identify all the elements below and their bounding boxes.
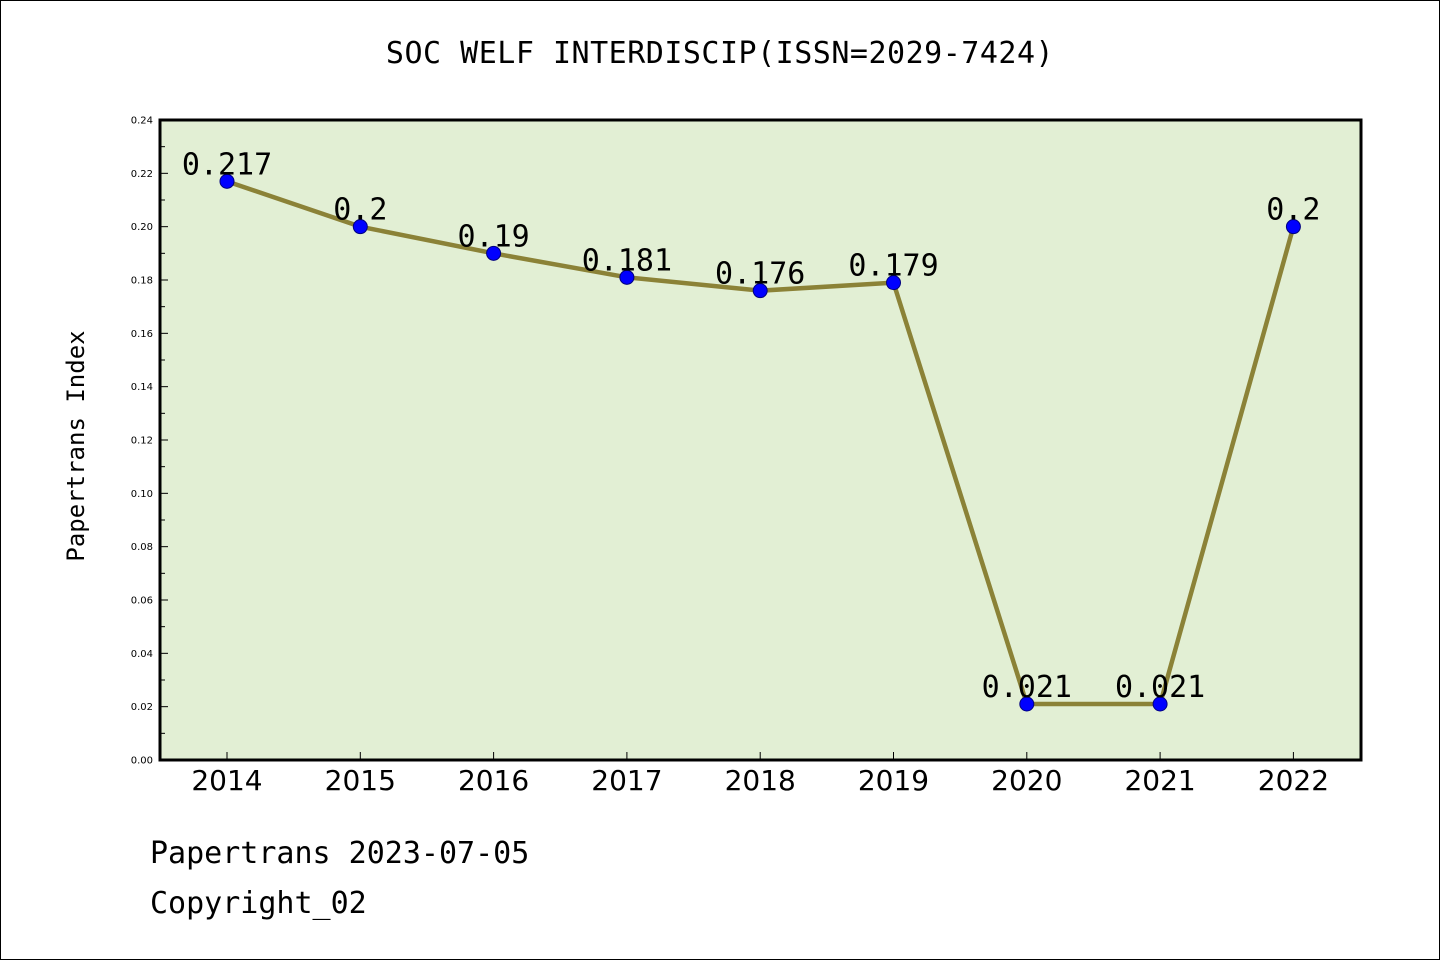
data-label: 0.217 <box>182 147 272 182</box>
x-tick-label: 2020 <box>991 764 1062 797</box>
data-label: 0.2 <box>1266 193 1320 228</box>
data-label: 0.176 <box>715 257 805 292</box>
data-point <box>1285 219 1301 235</box>
x-tick-label: 2017 <box>591 764 662 797</box>
data-point <box>219 173 235 189</box>
y-tick-label: 0.14 <box>131 382 153 393</box>
data-points <box>219 173 1301 712</box>
y-tick-label: 0.20 <box>131 222 153 233</box>
data-label: 0.021 <box>1115 670 1205 705</box>
x-axis: 2014 2015 2016 2017 2018 2019 2020 2021 2022 <box>191 752 1329 797</box>
y-tick-label: 0.22 <box>131 169 153 180</box>
y-tick-label: 0.12 <box>131 436 153 447</box>
data-point <box>1019 696 1035 712</box>
data-point <box>752 283 768 299</box>
data-labels: 0.217 0.2 0.19 0.181 0.176 0.179 0.021 0.021 0.2 <box>182 147 1321 705</box>
y-tick-label: 0.16 <box>131 329 153 340</box>
x-tick-label: 2022 <box>1258 764 1329 797</box>
data-point <box>486 245 502 261</box>
data-label: 0.179 <box>848 249 938 284</box>
y-axis: 0.00 0.02 0.04 0.06 0.08 0.10 0.12 0.14 0.16 0.18… <box>131 116 168 767</box>
x-tick-label: 2018 <box>725 764 796 797</box>
data-label: 0.2 <box>333 193 387 228</box>
data-point <box>352 219 368 235</box>
x-tick-label: 2016 <box>458 764 529 797</box>
data-label: 0.181 <box>582 243 672 278</box>
data-label: 0.021 <box>982 670 1072 705</box>
y-tick-label: 0.00 <box>131 756 153 767</box>
x-tick-label: 2021 <box>1124 764 1195 797</box>
x-tick-label: 2014 <box>191 764 262 797</box>
y-tick-label: 0.10 <box>131 489 153 500</box>
data-point <box>886 275 901 291</box>
data-point <box>619 269 635 285</box>
data-label: 0.19 <box>457 219 529 254</box>
y-tick-label: 0.08 <box>131 542 153 553</box>
plot-border <box>158 118 1363 762</box>
footer-date: Papertrans 2023-07-05 <box>150 836 530 871</box>
y-tick-label: 0.24 <box>131 116 153 127</box>
y-tick-label: 0.04 <box>131 649 153 660</box>
y-tick-label: 0.18 <box>131 276 153 287</box>
data-point <box>1152 696 1168 712</box>
x-tick-label: 2015 <box>325 764 396 797</box>
y-tick-label: 0.06 <box>131 596 153 607</box>
x-tick-label: 2019 <box>858 764 929 797</box>
chart-title: SOC WELF INTERDISCIP(ISSN=2029-7424) <box>385 36 1055 71</box>
y-tick-label: 0.02 <box>131 702 153 713</box>
footer-copyright: Copyright_02 <box>150 886 367 921</box>
